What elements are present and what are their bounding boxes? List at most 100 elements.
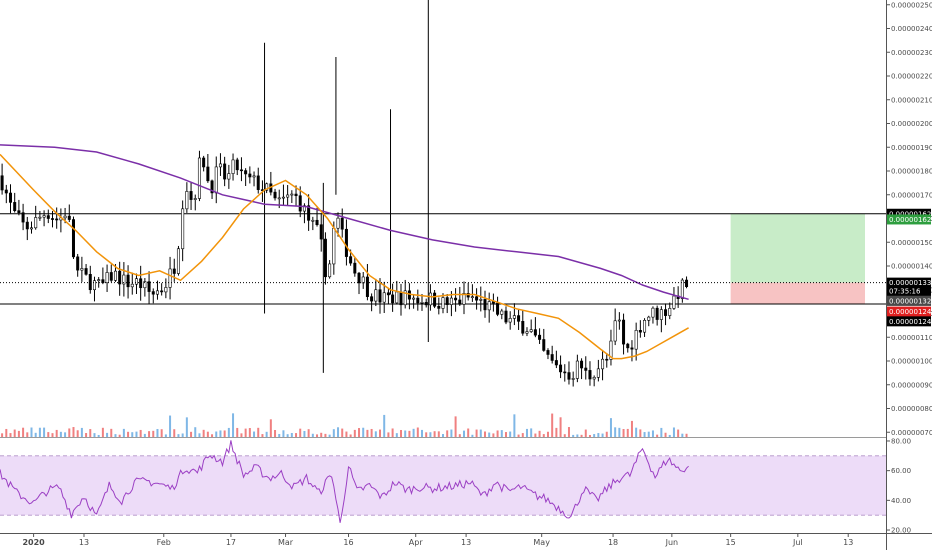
volume-bar — [26, 432, 29, 437]
time-axis[interactable]: 2020 13 Feb 17 Mar 16 Apr 13 May 18 Jun 15 Jul 13 — [22, 533, 853, 547]
price-axis-label: 0.00000170 — [891, 191, 932, 199]
price-tag: 0.00000124 — [887, 316, 932, 327]
candlestick-series — [0, 0, 689, 387]
volume-bar — [299, 428, 302, 437]
volume-bar — [517, 434, 520, 437]
price-tag-label: 07:35:16 — [889, 287, 921, 295]
volume-bar — [551, 413, 554, 437]
time-axis-label: Jul — [792, 538, 803, 547]
candle-body — [361, 276, 365, 284]
price-tag-bg — [887, 295, 931, 306]
candle-body — [168, 268, 172, 288]
candle-body — [365, 276, 369, 297]
volume-bar — [72, 427, 75, 437]
candle-body — [29, 227, 33, 230]
candle-body — [374, 289, 378, 302]
candle-body — [525, 331, 529, 334]
candle-body — [118, 270, 122, 285]
candle-body — [496, 302, 500, 315]
volume-bar — [30, 427, 33, 437]
candle-body — [67, 215, 71, 220]
candle-body — [470, 296, 474, 299]
volume-bar — [198, 433, 201, 437]
candle-body — [344, 228, 348, 257]
candle-body — [25, 221, 29, 230]
volume-bar — [253, 431, 256, 437]
volume-bar — [467, 428, 470, 437]
candle-body — [617, 319, 621, 322]
price-tag: 0.00000132 — [887, 295, 931, 306]
candle-body — [71, 219, 75, 258]
volume-bar — [353, 429, 356, 437]
rsi-axis-label: 40.00 — [891, 497, 911, 505]
volume-bar — [433, 431, 436, 437]
volume-bar — [601, 433, 604, 437]
volume-bar — [295, 433, 298, 437]
candle-body — [391, 294, 395, 304]
rsi-line — [0, 440, 689, 523]
rsi-band — [0, 455, 886, 516]
rsi-pane[interactable] — [0, 440, 886, 523]
volume-bar — [148, 431, 151, 437]
candle-body — [571, 378, 575, 380]
time-axis-label: 18 — [608, 538, 618, 547]
price-pane[interactable] — [0, 0, 886, 437]
candle-body — [382, 292, 386, 303]
price-axis-label: 0.00000250 — [891, 1, 932, 9]
candle-body — [462, 293, 466, 305]
candle-body — [105, 272, 109, 284]
volume-bar — [278, 433, 281, 437]
candle-body — [483, 299, 487, 311]
volume-bar — [194, 427, 197, 437]
price-axis-label: 0.00000180 — [891, 168, 932, 176]
rsi-axis[interactable]: 80.00 60.00 40.00 20.00 — [886, 437, 911, 535]
volume-bar — [349, 434, 352, 437]
volume-bar — [370, 428, 373, 437]
price-axis-label: 0.00000230 — [891, 49, 932, 57]
volume-bar — [316, 434, 319, 437]
price-axis[interactable]: 0.00000250 0.00000240 0.00000230 0.00000220… — [886, 1, 932, 437]
target-zone — [730, 213, 866, 283]
candle-body — [8, 192, 12, 203]
candle-body — [659, 309, 663, 320]
candle-body — [231, 159, 235, 174]
price-tag-bg — [887, 316, 931, 327]
time-axis-label: 16 — [343, 538, 353, 547]
candle-body — [420, 302, 424, 304]
volume-bar — [442, 434, 444, 437]
candle-body — [290, 193, 294, 196]
candle-body — [395, 291, 399, 304]
volume-bar — [248, 428, 251, 437]
volume-bar — [185, 417, 188, 437]
candle-body — [353, 262, 357, 274]
time-axis-label: 15 — [726, 538, 736, 547]
candle-body — [554, 360, 558, 366]
candle-body — [584, 367, 588, 371]
volume-bar — [328, 434, 331, 437]
time-axis-label: May — [533, 538, 550, 547]
long-position-box[interactable] — [730, 213, 866, 304]
volume-bar — [131, 432, 134, 437]
candle-body — [176, 248, 180, 274]
time-axis-label: 2020 — [22, 538, 45, 547]
candle-body — [197, 157, 201, 199]
volume-bar — [597, 433, 600, 437]
candle-body — [517, 315, 521, 322]
candle-body — [13, 202, 17, 211]
volume-bar — [643, 432, 646, 437]
volume-bar — [118, 434, 121, 437]
volume-bar — [437, 431, 440, 437]
volume-bar — [274, 429, 277, 437]
price-axis-label: 0.00000210 — [891, 96, 932, 104]
candle-body — [185, 191, 189, 210]
volume-bar — [567, 427, 570, 437]
candle-body — [202, 157, 206, 168]
volume-bar — [286, 434, 289, 437]
candle-body — [206, 166, 210, 182]
volume-bar — [538, 430, 541, 437]
candle-body — [130, 283, 134, 288]
candle-body — [63, 215, 67, 219]
candle-body — [88, 274, 92, 291]
volume-bar — [366, 429, 369, 437]
volume-bar — [240, 433, 243, 437]
